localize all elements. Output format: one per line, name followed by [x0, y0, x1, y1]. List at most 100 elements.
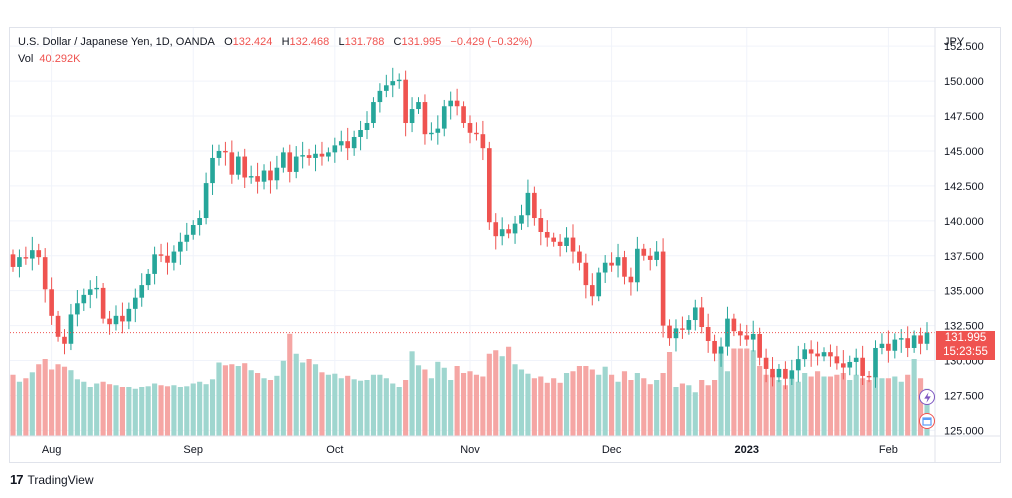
- candle-body: [718, 346, 724, 354]
- volume-bar: [370, 374, 377, 436]
- volume-bar: [551, 378, 557, 436]
- candle-body: [815, 353, 820, 357]
- candle-body: [178, 241, 183, 252]
- volume-bar: [512, 364, 518, 436]
- candle-body: [416, 102, 421, 110]
- volume-bar: [280, 360, 286, 436]
- candle-body: [441, 106, 447, 129]
- y-tick-label: 135.000: [944, 286, 984, 298]
- volume-bar: [460, 373, 467, 436]
- candle-body: [680, 328, 685, 330]
- volume-bar: [312, 364, 319, 436]
- calendar-icon[interactable]: [919, 413, 935, 429]
- volume-bar: [409, 351, 415, 436]
- candle-body: [705, 327, 711, 341]
- volume-bar: [139, 387, 145, 436]
- footer-brand[interactable]: TradingView: [27, 472, 94, 487]
- candle-body: [873, 347, 878, 378]
- candle-body: [532, 192, 537, 219]
- volume-bar: [686, 385, 692, 436]
- volume-bar: [563, 373, 570, 436]
- candle-body: [319, 153, 325, 157]
- tradingview-logo-icon[interactable]: 17: [10, 472, 24, 487]
- candle-body: [139, 285, 145, 298]
- volume-bar: [190, 383, 196, 436]
- volume-bar: [924, 388, 930, 436]
- x-tick-label: Oct: [326, 444, 343, 456]
- candle-body: [326, 152, 331, 157]
- candle-body: [660, 251, 666, 326]
- legend-low-value: 131.788: [344, 36, 385, 48]
- volume-bar: [396, 387, 402, 436]
- volume-bar: [525, 373, 531, 436]
- volume-bar: [628, 380, 634, 436]
- volume-bar: [255, 373, 261, 436]
- volume-bar: [113, 385, 119, 436]
- candle-body: [757, 334, 762, 358]
- candle-body: [55, 315, 61, 337]
- volume-bar: [29, 372, 35, 436]
- candle-body: [493, 222, 499, 237]
- candle-body: [795, 359, 801, 371]
- candle-body: [738, 331, 743, 336]
- volume-bar: [602, 366, 608, 436]
- candle-body: [898, 338, 904, 340]
- volume-bar: [531, 378, 537, 436]
- candle-body: [274, 167, 280, 181]
- volume-bar: [184, 386, 190, 436]
- volume-bar: [235, 366, 241, 436]
- volume-bar: [81, 381, 87, 436]
- volume-bar: [596, 374, 602, 436]
- volume-bar: [171, 385, 177, 436]
- candle-body: [287, 152, 293, 172]
- y-tick-label: 132.500: [944, 321, 984, 333]
- volume-bar: [660, 373, 666, 436]
- volume-bar: [499, 356, 505, 436]
- volume-bar: [570, 371, 576, 436]
- candle-body: [23, 257, 29, 259]
- y-tick-label: 127.500: [944, 390, 984, 402]
- candle-body: [570, 237, 576, 252]
- volume-bar: [293, 353, 299, 436]
- volume-bar: [821, 376, 827, 436]
- candle-body: [866, 375, 872, 378]
- volume-bar: [872, 376, 879, 436]
- volume-bar: [415, 365, 422, 436]
- candle-body: [248, 176, 254, 178]
- volume-bar: [325, 374, 331, 436]
- candle-body: [107, 318, 112, 325]
- candle-body: [113, 315, 119, 325]
- y-tick-label: 145.000: [944, 146, 984, 158]
- candle-body: [583, 262, 589, 286]
- volume-bar: [692, 392, 698, 436]
- volume-bar: [480, 376, 486, 436]
- candle-body: [120, 315, 125, 322]
- candle-body: [435, 128, 441, 133]
- candle-body: [635, 248, 640, 283]
- volume-bar: [795, 381, 801, 436]
- volume-bar: [750, 350, 756, 436]
- candle-body: [589, 285, 595, 297]
- lightning-icon[interactable]: [919, 389, 935, 405]
- volume-bar: [332, 373, 338, 436]
- volume-bar: [197, 381, 203, 436]
- candle-body: [538, 218, 544, 232]
- volume-bar: [840, 373, 846, 436]
- volume-bar: [673, 387, 679, 436]
- volume-bar: [808, 376, 814, 436]
- volume-bar: [242, 363, 248, 436]
- volume-bar: [885, 378, 891, 436]
- candle-body: [10, 254, 16, 267]
- candle-body: [42, 257, 48, 290]
- candle-body: [126, 308, 132, 322]
- volume-bar: [16, 381, 23, 436]
- y-tick-label: 150.000: [944, 76, 984, 88]
- volume-bar: [68, 370, 74, 436]
- candle-body: [454, 100, 460, 107]
- volume-bar: [576, 366, 582, 436]
- y-tick-label: 125.000: [944, 425, 984, 437]
- volume-bar: [338, 378, 344, 436]
- volume-bar: [467, 371, 473, 436]
- x-tick-label: 2023: [735, 444, 759, 456]
